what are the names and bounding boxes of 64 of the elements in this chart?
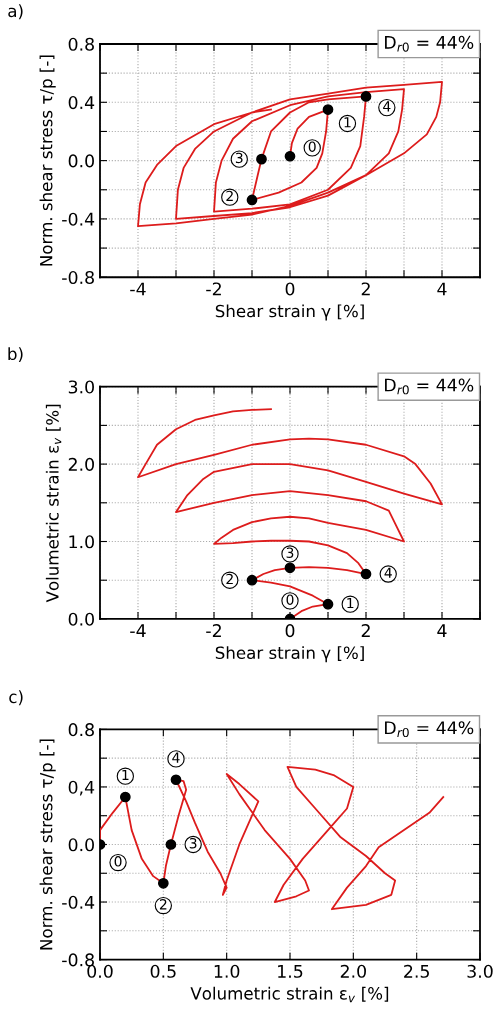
- line-series: [137, 80, 443, 228]
- x-tick-label: 2.5: [404, 964, 429, 978]
- x-tick-label: 0: [285, 282, 295, 296]
- x-tick-label: 2: [361, 624, 370, 637]
- x-tick-label: 1.0: [214, 964, 240, 978]
- annotation: 2: [159, 899, 167, 910]
- y-tick-label: 2.0: [68, 457, 94, 471]
- y-axis-title: Norm. shear stress τ/p [-]: [39, 55, 56, 266]
- annotation: D$_{r0}$ = 44%: [385, 721, 474, 738]
- y-tick-label: 0.0: [68, 154, 94, 168]
- annotation: D$_{r0}$ = 44%: [385, 35, 474, 52]
- x-axis-title: Volumetric strain ε$_{v}$ [%]: [190, 986, 389, 1003]
- y-tick-label: 0,4: [68, 780, 95, 796]
- y-tick-label: 0.0: [68, 838, 94, 852]
- y-tick-label: 3.0: [68, 380, 94, 394]
- x-tick-label: 3.0: [467, 964, 493, 978]
- x-tick-label: 2: [361, 282, 370, 296]
- chart-title: b): [8, 347, 23, 363]
- point: [284, 150, 296, 162]
- annotation: 1: [347, 597, 354, 609]
- y-tick-label: 0.0: [68, 612, 94, 626]
- annotation: 0: [308, 141, 316, 152]
- annotation: 3: [235, 152, 243, 164]
- point: [360, 91, 372, 102]
- line-series: [100, 765, 445, 911]
- point: [246, 194, 258, 206]
- annotation: 3: [286, 547, 294, 558]
- x-tick-label: 0.5: [150, 964, 176, 978]
- annotation: 2: [226, 190, 233, 202]
- y-tick-label: -0.4: [62, 895, 95, 909]
- y-tick-label: 0.4: [68, 96, 95, 110]
- x-tick-label: 4: [437, 624, 447, 637]
- x-tick-label: -4: [130, 624, 146, 637]
- annotation: 3: [189, 838, 197, 849]
- annotation: 2: [226, 573, 233, 585]
- annotation: 4: [383, 101, 391, 112]
- y-tick-label: 0.8: [68, 723, 94, 737]
- x-tick-label: -2: [206, 282, 221, 296]
- x-axis-title: Shear strain γ [%]: [215, 646, 364, 663]
- y-axis-title: Volumetric strain ε$_{v}$ [%]: [45, 404, 62, 603]
- chart-title: c): [9, 690, 23, 706]
- x-tick-label: 0: [285, 624, 295, 638]
- x-axis-title: Shear strain γ [%]: [215, 304, 364, 321]
- point: [322, 104, 334, 115]
- y-tick-label: -0.8: [62, 270, 94, 285]
- x-tick-label: 1.5: [278, 964, 303, 978]
- annotation: D$_{r0}$ = 44%: [385, 378, 474, 395]
- x-tick-label: 2.0: [340, 964, 366, 978]
- x-tick-label: -4: [130, 282, 146, 296]
- annotation: 0: [114, 856, 122, 867]
- point: [256, 153, 267, 165]
- annotation: 4: [172, 752, 180, 763]
- y-tick-label: -0.4: [62, 212, 95, 226]
- annotation: 1: [344, 117, 351, 128]
- chart-title: a): [8, 4, 23, 20]
- y-tick-label: 1.0: [69, 535, 94, 549]
- x-tick-label: 4: [437, 282, 447, 296]
- y-tick-label: 0.8: [68, 37, 94, 51]
- annotation: 1: [122, 769, 129, 781]
- annotation: 4: [384, 567, 392, 578]
- y-axis-title: Norm. shear stress τ/p [-]: [39, 739, 56, 950]
- x-tick-label: -2: [206, 624, 221, 637]
- annotation: 0: [286, 594, 294, 605]
- line-series: [137, 408, 443, 619]
